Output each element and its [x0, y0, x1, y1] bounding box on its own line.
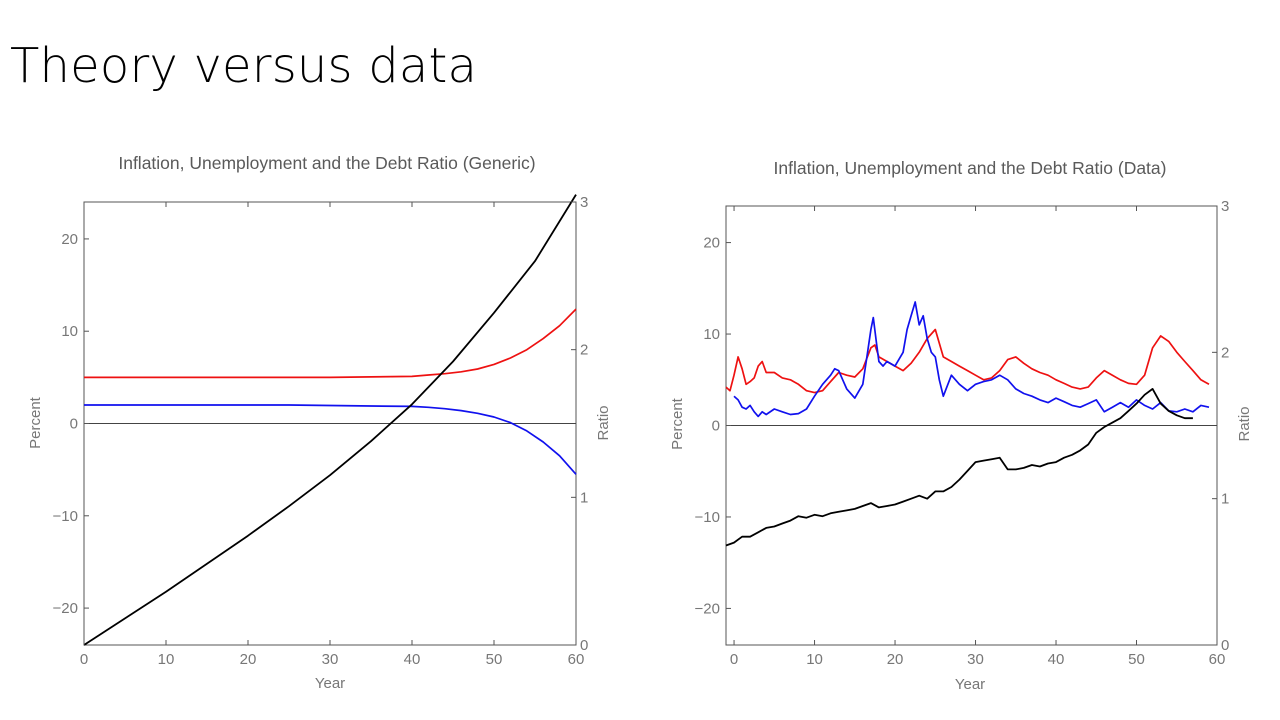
chart-data-y2tick-label: 0 — [1221, 637, 1229, 654]
chart-data-xtick-label: 30 — [967, 651, 984, 668]
chart-generic-title: Inflation, Unemployment and the Debt Rat… — [118, 153, 535, 173]
chart-data-xtick-label: 50 — [1128, 651, 1145, 668]
chart-generic-y2tick-label: 2 — [580, 342, 588, 359]
chart-data-y2label: Ratio — [1236, 406, 1253, 441]
chart-data-xtick-label: 40 — [1048, 651, 1065, 668]
chart-generic-xtick-label: 20 — [240, 651, 257, 668]
chart-generic-series-inflation — [84, 308, 577, 379]
chart-generic-ytick-label: 10 — [61, 323, 78, 340]
chart-data-xtick-label: 10 — [806, 651, 823, 668]
chart-generic-ytick-label: 20 — [61, 231, 78, 248]
chart-generic-ylabel: Percent — [27, 396, 44, 449]
chart-generic-series-debt-ratio — [83, 194, 577, 646]
chart-generic-xtick-label: 60 — [568, 651, 585, 668]
chart-data-xtick-label: 20 — [887, 651, 904, 668]
chart-generic-series-unemployment — [84, 404, 577, 475]
chart-generic-xtick-label: 50 — [486, 651, 503, 668]
chart-generic-xtick-label: 10 — [158, 651, 175, 668]
chart-generic-ytick-label: 0 — [70, 416, 78, 433]
chart-data-xtick-label: 0 — [730, 651, 738, 668]
chart-generic-y2tick-label: 0 — [580, 637, 588, 654]
chart-generic-xtick-label: 40 — [404, 651, 421, 668]
chart-data-y2tick-label: 2 — [1221, 344, 1229, 361]
chart-data-title: Inflation, Unemployment and the Debt Rat… — [774, 158, 1167, 178]
chart-generic-y2label: Ratio — [595, 405, 612, 440]
chart-data-xtick-label: 60 — [1209, 651, 1226, 668]
chart-generic-xtick-label: 30 — [322, 651, 339, 668]
chart-data-plot-area — [725, 205, 1218, 646]
chart-data-series-unemployment — [733, 301, 1210, 418]
chart-data-ytick-label: −20 — [695, 600, 720, 617]
chart-generic-xtick-label: 0 — [80, 651, 88, 668]
chart-data-xlabel: Year — [955, 676, 985, 693]
chart-generic: 0 10 20 30 40 50 60 −20 −10 0 10 20 0 1 2 3 Inflation, … — [27, 153, 612, 692]
chart-generic-y2tick-label: 1 — [580, 489, 588, 506]
chart-generic-xlabel: Year — [315, 675, 345, 692]
chart-data-y2tick-label: 3 — [1221, 198, 1229, 215]
chart-generic-y2tick-label: 3 — [580, 194, 588, 211]
chart-data-ytick-label: −10 — [695, 509, 720, 526]
chart-data-y2tick-label: 1 — [1221, 491, 1229, 508]
chart-data-ytick-label: 20 — [703, 235, 720, 252]
chart-data-ytick-label: 0 — [712, 418, 720, 435]
chart-data-ylabel: Percent — [669, 397, 686, 450]
chart-data-series-debt-ratio — [725, 387, 1193, 547]
slide-title: Theory versus data — [10, 38, 478, 94]
chart-generic-ytick-label: −20 — [53, 600, 78, 617]
chart-data-ytick-label: 10 — [703, 326, 720, 343]
chart-generic-ytick-label: −10 — [53, 508, 78, 525]
chart-data-series-inflation — [725, 328, 1210, 394]
